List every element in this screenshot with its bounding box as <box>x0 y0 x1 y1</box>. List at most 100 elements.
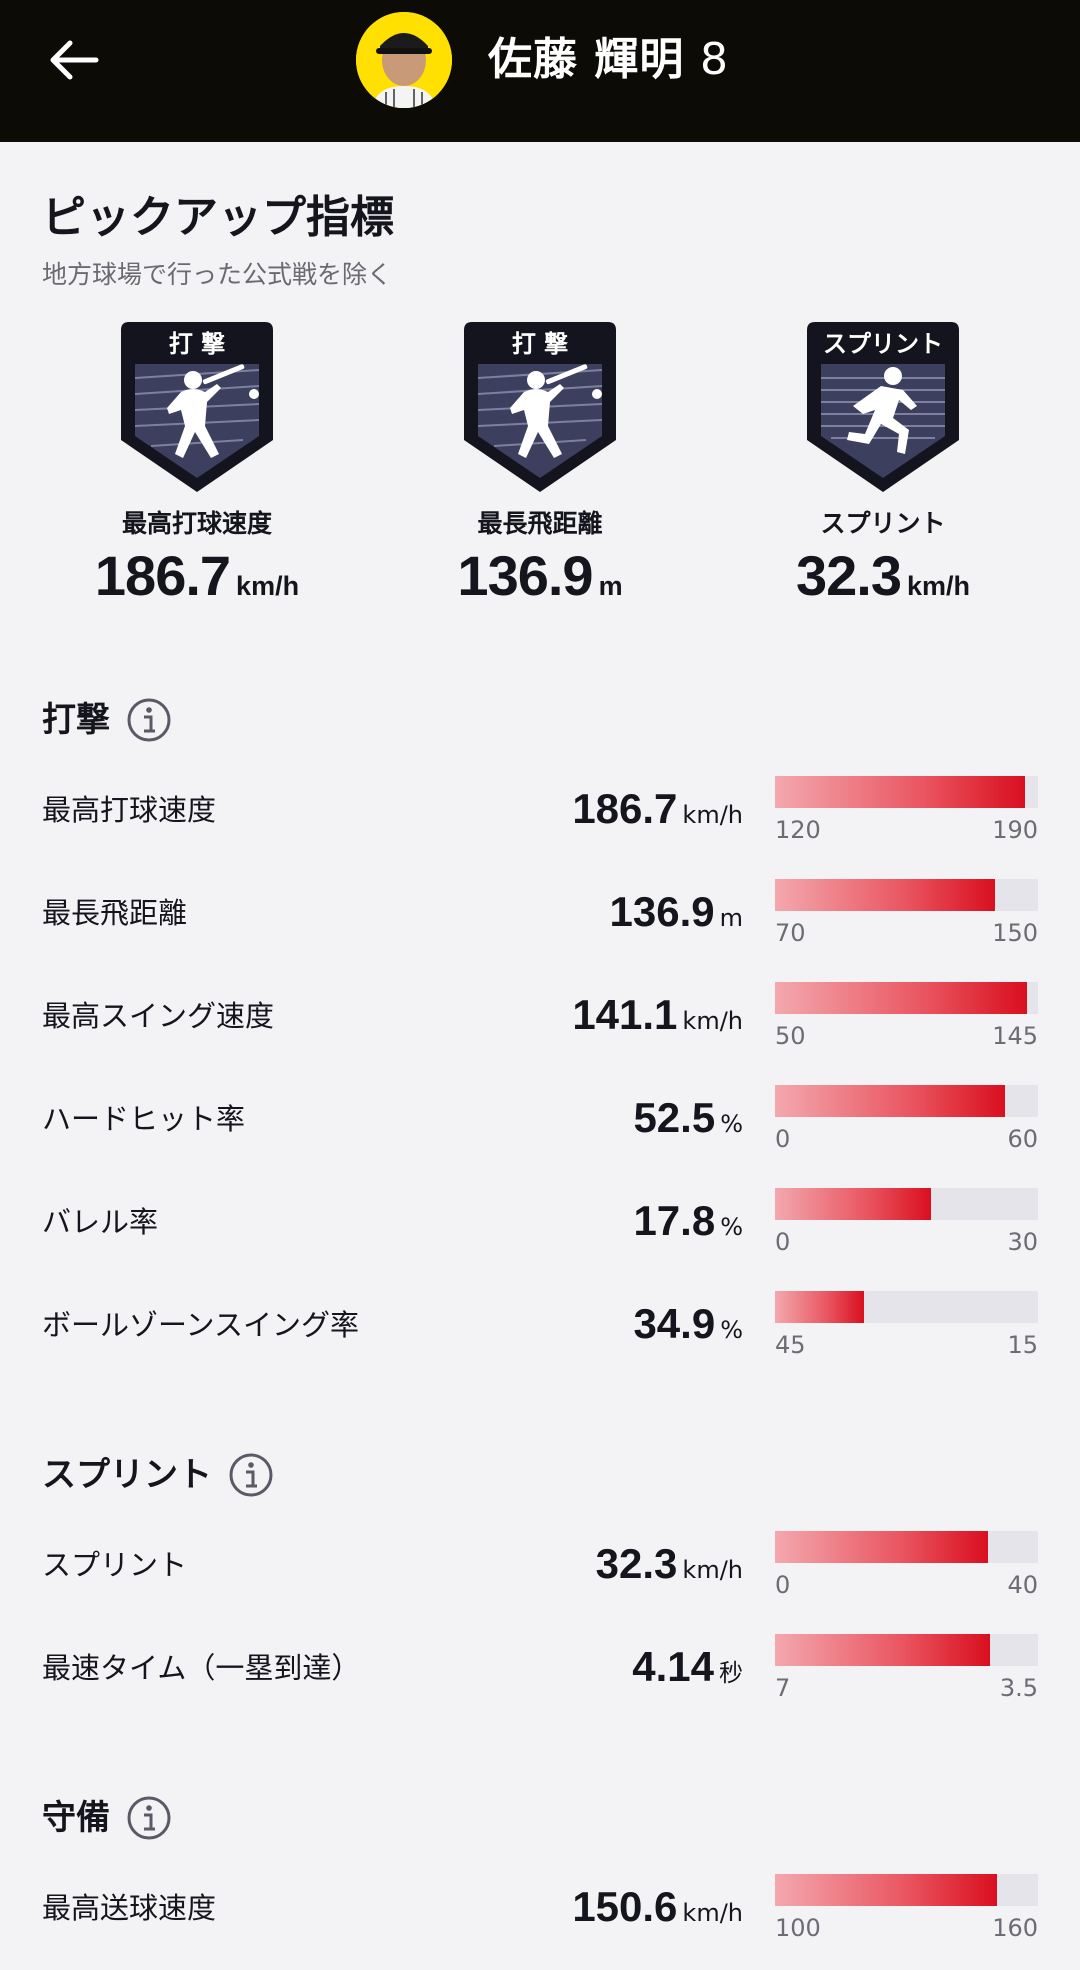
pickup-label: 最長飛距離 <box>477 509 603 538</box>
scale-min: 100 <box>775 1914 821 1942</box>
runner-icon: スプリント <box>807 322 959 492</box>
info-icon[interactable] <box>126 697 172 743</box>
scale-min: 0 <box>775 1571 791 1599</box>
scale-min: 0 <box>775 1228 791 1256</box>
metric-bar-fill <box>775 982 1028 1014</box>
section-header-batting: 打撃 <box>42 696 172 744</box>
metric-value: 34.9% <box>633 1299 743 1358</box>
metric-value: 17.8% <box>633 1196 743 1255</box>
metric-bar <box>775 1874 1038 1906</box>
section-title: 守備 <box>42 1798 110 1838</box>
player-name: 佐藤 輝明 <box>488 34 685 85</box>
metric-row: ハードヒット率 52.5% 0 60 <box>0 1085 1080 1175</box>
pickup-label: 最高打球速度 <box>121 509 272 538</box>
metric-value: 150.6 km/h <box>572 1882 743 1941</box>
pickup-value-number: 136.9 <box>457 544 593 607</box>
metric-unit: km/h <box>682 801 743 829</box>
metric-bar-fill <box>775 1634 990 1666</box>
pickup-label: スプリント <box>820 509 946 538</box>
player-photo-icon <box>356 12 452 108</box>
pickup-value: 136.9 m <box>390 544 690 622</box>
scale-max: 3.5 <box>999 1674 1038 1702</box>
metric-unit: % <box>720 1213 743 1241</box>
pickup-value-unit: m <box>598 571 623 601</box>
metric-bar-fill <box>775 1291 864 1323</box>
pickup-item-distance: 打 撃 最長飛距離 136.9 m <box>390 322 690 622</box>
badge-label: 打 撃 <box>169 330 225 358</box>
scale-max: 150 <box>992 919 1038 947</box>
metric-bar-fill <box>775 1874 997 1906</box>
metric-row: バレル率 17.8% 0 30 <box>0 1188 1080 1278</box>
app-header: 佐藤 輝明 8 <box>0 0 1080 142</box>
metric-value-number: 17.8 <box>633 1197 716 1244</box>
metric-bar <box>775 1291 1038 1323</box>
metric-unit: km/h <box>682 1556 743 1584</box>
metric-bar <box>775 1531 1038 1563</box>
metric-label: 最速タイム（一塁到達） <box>42 1651 361 1685</box>
scale-max: 145 <box>992 1022 1038 1050</box>
info-icon[interactable] <box>228 1452 274 1498</box>
player-avatar <box>356 12 452 108</box>
badge-label: 打 撃 <box>512 330 568 358</box>
pickup-value-number: 186.7 <box>94 544 231 607</box>
section-title: スプリント <box>42 1455 212 1495</box>
scale-min: 0 <box>775 1125 791 1153</box>
metric-row: 最長飛距離 136.9 m 70 150 <box>0 879 1080 969</box>
metric-bar-fill <box>775 776 1025 808</box>
metric-value: 186.7 km/h <box>572 784 743 843</box>
metric-value-number: 186.7 <box>572 785 678 832</box>
pickup-value-unit: km/h <box>236 571 300 601</box>
metric-value: 136.9 m <box>610 887 744 946</box>
scale-min: 45 <box>775 1331 806 1359</box>
metric-label: ハードヒット率 <box>42 1102 246 1136</box>
metric-bar <box>775 982 1038 1014</box>
scale-max: 40 <box>1007 1571 1038 1599</box>
scale-max: 60 <box>1007 1125 1038 1153</box>
metric-unit: m <box>719 904 743 932</box>
scale-min: 7 <box>775 1674 791 1702</box>
scale-min: 70 <box>775 919 806 947</box>
metric-label: スプリント <box>42 1548 188 1582</box>
metric-row: ボールゾーンスイング率 34.9% 45 15 <box>0 1291 1080 1381</box>
metric-unit: 秒 <box>719 1659 743 1687</box>
pickup-value-unit: km/h <box>906 571 971 601</box>
pickup-title: ピックアップ指標 <box>42 192 394 243</box>
metric-label: 最長飛距離 <box>42 896 188 930</box>
scale-min: 50 <box>775 1022 806 1050</box>
metric-unit: km/h <box>682 1899 743 1927</box>
metric-bar-fill <box>775 879 995 911</box>
metric-row: スプリント 32.3 km/h 0 40 <box>0 1531 1080 1621</box>
back-arrow-icon[interactable] <box>44 30 104 90</box>
scale-max: 15 <box>1007 1331 1038 1359</box>
scale-max: 190 <box>992 816 1038 844</box>
pickup-value: 186.7 km/h <box>47 544 347 622</box>
section-header-defense: 守備 <box>42 1794 172 1842</box>
metric-bar-fill <box>775 1085 1006 1117</box>
player-number: 8 <box>700 34 728 85</box>
metric-value-number: 150.6 <box>572 1883 678 1930</box>
metric-bar <box>775 1634 1038 1666</box>
pickup-value: 32.3 km/h <box>733 544 1033 622</box>
section-header-sprint: スプリント <box>42 1451 274 1499</box>
metric-label: 最高送球速度 <box>42 1891 217 1925</box>
metric-bar <box>775 1085 1038 1117</box>
metric-value: 141.1 km/h <box>572 990 743 1049</box>
metric-row: 最高打球速度 186.7 km/h 120 190 <box>0 776 1080 866</box>
metric-row: 最速タイム（一塁到達） 4.14 秒 7 3.5 <box>0 1634 1080 1724</box>
metric-value: 4.14 秒 <box>632 1642 743 1701</box>
badge-label: スプリント <box>823 330 943 358</box>
info-icon[interactable] <box>126 1795 172 1841</box>
batter-icon: 打 撃 <box>121 322 273 492</box>
metric-value-number: 136.9 <box>609 888 715 935</box>
metric-bar <box>775 1188 1038 1220</box>
metric-value-number: 52.5 <box>633 1094 716 1141</box>
metric-value: 52.5% <box>633 1093 743 1152</box>
pickup-item-sprint: スプリント スプリント 32.3 km/h <box>733 322 1033 622</box>
metric-label: 最高スイング速度 <box>42 999 275 1033</box>
metric-label: バレル率 <box>42 1205 159 1239</box>
metric-value-number: 4.14 <box>632 1643 714 1690</box>
section-title: 打撃 <box>42 700 110 740</box>
scale-min: 120 <box>775 816 821 844</box>
scale-max: 30 <box>1007 1228 1038 1256</box>
metric-bar <box>775 879 1038 911</box>
